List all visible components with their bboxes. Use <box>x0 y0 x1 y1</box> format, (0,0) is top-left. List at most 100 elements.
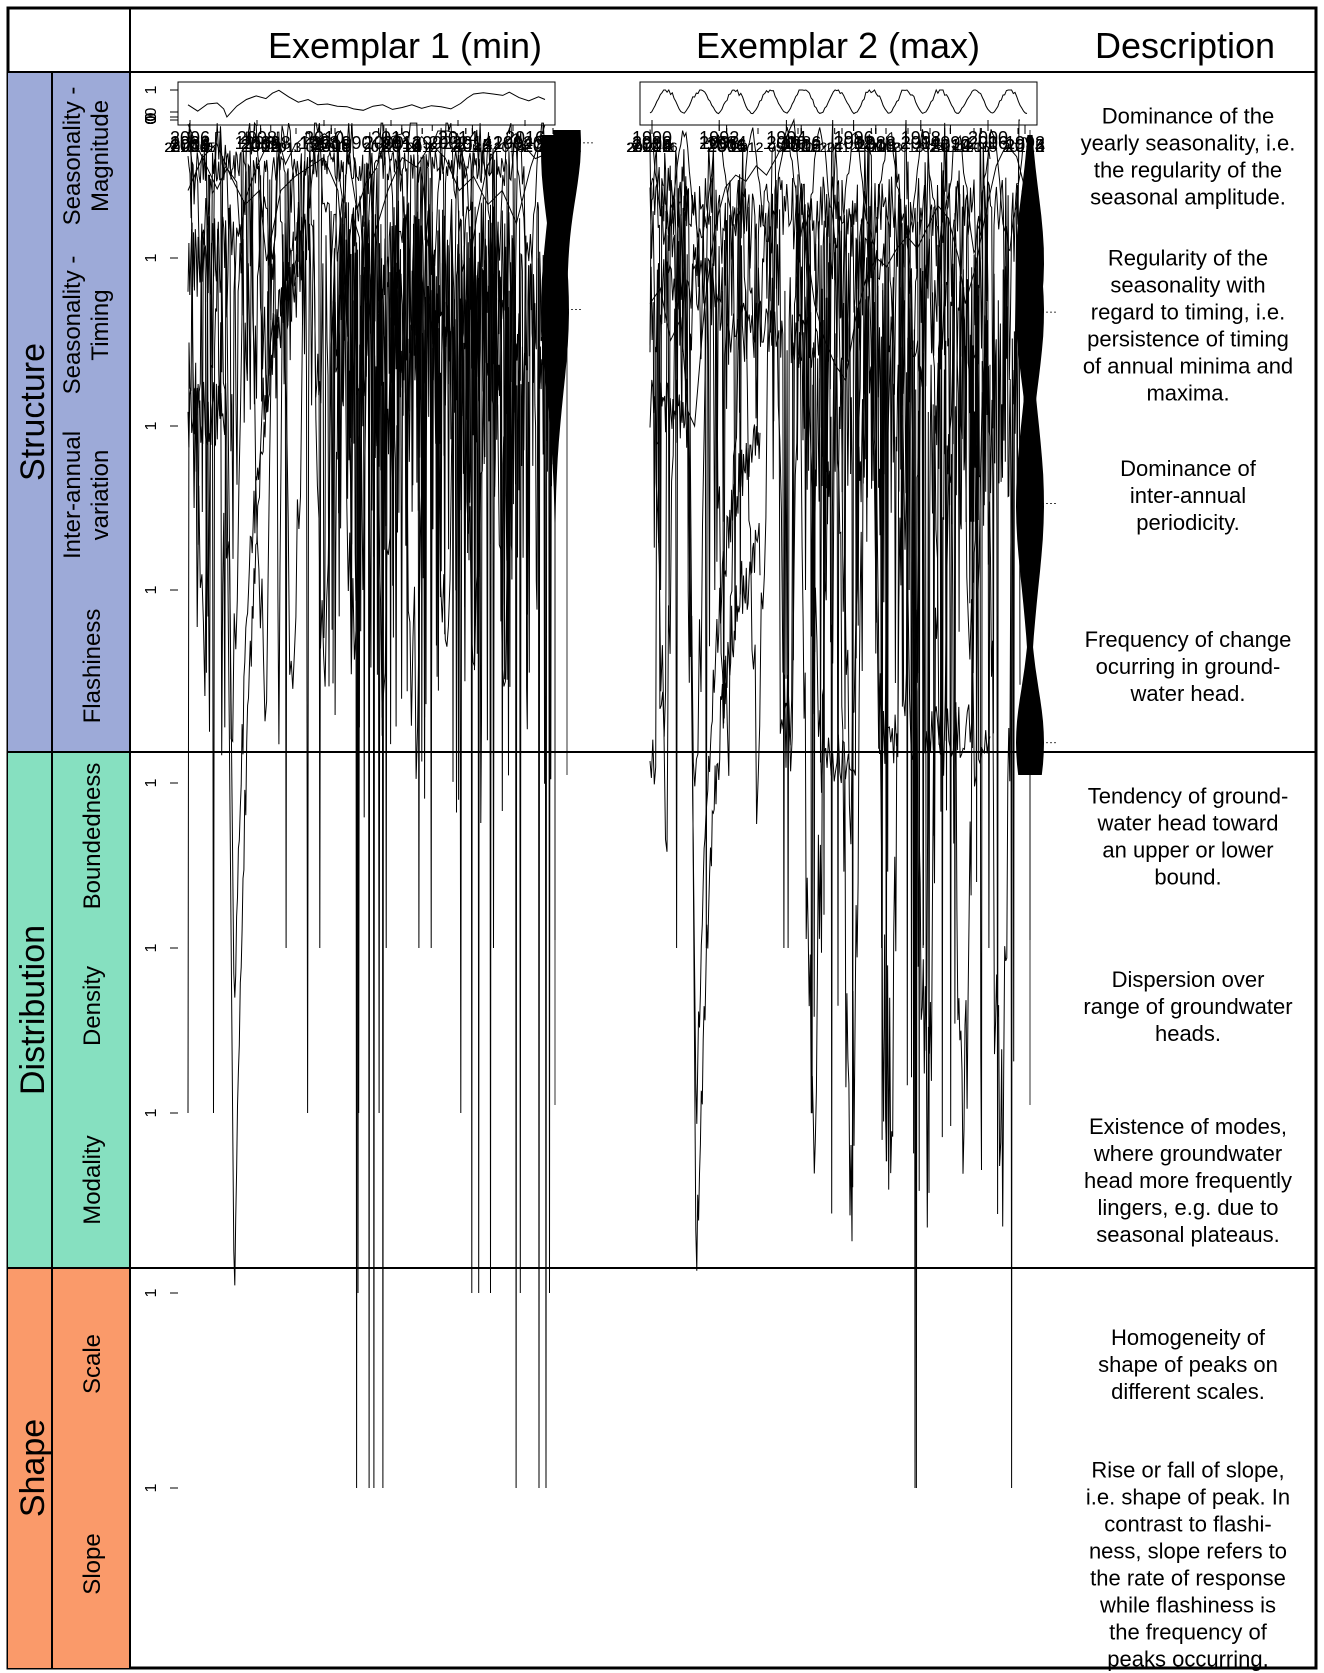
row-description: Homogeneity of shape of peaks on different… <box>1098 1325 1278 1404</box>
x-tick-label: 2014 <box>450 139 481 155</box>
y-tick-label: 0 <box>143 112 160 121</box>
x-tick-label: 2016 <box>537 139 568 155</box>
description-line: shape of peaks on <box>1098 1352 1278 1377</box>
plot-frame <box>639 81 1038 126</box>
x-tick-label: 2016 <box>505 128 545 148</box>
series-line <box>795 119 1020 1242</box>
x-tick-label: 2002 <box>428 133 468 153</box>
x-tick-label: 1998 <box>901 128 941 148</box>
chart-slope-ex2-b: 2011 2012 2013 2014 2015 2016 <box>783 128 1034 1489</box>
y-tick-label: 0 <box>143 115 160 124</box>
y-tick-label: 1 <box>143 421 160 430</box>
row-label: Inter-annualvariation <box>59 431 114 559</box>
x-tick-label: 2013 <box>407 139 438 155</box>
x-tick-label: 2013 <box>856 136 896 156</box>
y-tick-label: 1 <box>143 1288 160 1297</box>
description-line: i.e. shape of peak. In <box>1086 1485 1290 1510</box>
description-line: different scales. <box>1111 1379 1265 1404</box>
row-label: Density <box>79 966 106 1046</box>
x-tick-label: 2010 <box>311 133 351 153</box>
description-line: Regularity of the <box>1108 246 1268 271</box>
x-tick-label: 1992 <box>699 128 739 148</box>
x-tick-label: 2012 <box>834 133 874 153</box>
description-line: the frequency of <box>1109 1620 1268 1645</box>
series-line <box>649 176 1028 591</box>
row-label: Seasonality -Magnitude <box>59 87 114 226</box>
x-tick-label: 2016 <box>1002 139 1033 155</box>
row-label: Scale <box>79 1334 106 1394</box>
description-line: Homogeneity of <box>1111 1325 1266 1350</box>
description-line: maxima. <box>1146 381 1229 406</box>
header-exemplar1: Exemplar 1 (min) <box>268 25 542 66</box>
row-label-line: Slope <box>79 1533 106 1594</box>
x-tick-label: 2014 <box>914 139 945 155</box>
x-tick-label: 1988 <box>251 133 291 153</box>
y-tick-label: 0 <box>143 115 160 124</box>
header-exemplar2: Exemplar 2 (max) <box>696 25 980 66</box>
y-tick-label: 0 <box>143 112 160 121</box>
x-tick-label: 2011 <box>783 139 813 155</box>
x-tick-label: 2013 <box>450 139 481 155</box>
series-line <box>187 216 299 998</box>
x-tick-label: 2004 <box>707 136 747 156</box>
row-label-line: Modality <box>79 1135 106 1224</box>
x-tick-label: 2014 <box>438 128 478 148</box>
x-tick-label: 2011 <box>364 139 394 155</box>
description-line: the rate of response <box>1090 1566 1286 1591</box>
x-tick-label: 2014 <box>494 139 525 155</box>
group-band-distribution <box>8 752 52 1268</box>
x-tick-label: 2006 <box>968 133 1008 153</box>
row-label-line: Flashiness <box>79 609 106 724</box>
row-label-line: Seasonality - <box>59 256 86 395</box>
row-label-line: Timing <box>87 289 114 360</box>
x-tick-label: 2010 <box>766 133 806 153</box>
header-description: Description <box>1095 25 1275 66</box>
row-label-line: Boundedness <box>79 763 106 910</box>
row-description: Existence of modes, where groundwater head… <box>1084 1114 1292 1247</box>
x-tick-label: 2010 <box>304 128 344 148</box>
group-label-shape: Shape <box>14 1419 52 1517</box>
row-label: Slope <box>79 1533 106 1594</box>
x-tick-label: 2011 <box>707 136 746 156</box>
violin-shape <box>553 130 581 775</box>
violin-shape <box>1016 135 1044 1105</box>
description-line: water head toward <box>1097 811 1279 836</box>
x-tick-label: 2000 <box>364 133 404 153</box>
x-tick-label: 2012 <box>856 139 887 155</box>
x-tick-label: 2010 <box>311 136 351 156</box>
series-line <box>649 88 1028 115</box>
x-tick-label: 2006 <box>707 136 747 156</box>
x-tick-label: 2010 <box>382 136 422 156</box>
x-tick-label: 2015 <box>966 139 997 155</box>
x-tick-label: 1998 <box>299 133 339 153</box>
x-tick-label: 2000 <box>766 133 806 153</box>
x-tick-label: 2014 <box>382 136 422 156</box>
series-line <box>649 149 761 1271</box>
chart-flashiness-ex2: 2010 2011 2012 2013 2014 2015 <box>632 128 1045 591</box>
x-tick-label: 2008 <box>237 128 277 148</box>
y-tick-label: 0 <box>143 107 160 116</box>
y-tick-label: 0 <box>143 115 160 124</box>
x-tick-label: 2002 <box>834 133 874 153</box>
x-tick-label: 2012 <box>781 136 821 156</box>
x-tick-label: 2013 <box>311 136 351 156</box>
group-band-structure <box>8 72 52 752</box>
x-tick-label: 2012-05 <box>732 139 784 155</box>
description-line: range of groundwater <box>1083 994 1292 1019</box>
series-line <box>795 257 1021 1489</box>
description-line: Tendency of ground- <box>1088 784 1289 809</box>
description-line: seasonal amplitude. <box>1090 185 1286 210</box>
x-tick-label: 2012 <box>363 139 394 155</box>
y-tick-label: 1 <box>143 778 160 787</box>
row-description: Dominance of the yearly seasonality, i.e.… <box>1081 104 1296 210</box>
row-label-line: Scale <box>79 1334 106 1394</box>
x-tick-label: 2008 <box>856 136 896 156</box>
description-line: water head. <box>1130 681 1246 706</box>
x-tick-label: 2012 <box>371 128 411 148</box>
row-label-band-distribution <box>52 752 130 1268</box>
chart-interannual-ex2: 2002 2004 2006 2008 2010 2012 <box>632 118 1045 428</box>
description-line: ness, slope refers to <box>1089 1539 1287 1564</box>
description-line: regard to timing, i.e. <box>1091 300 1285 325</box>
series-line <box>187 150 516 949</box>
